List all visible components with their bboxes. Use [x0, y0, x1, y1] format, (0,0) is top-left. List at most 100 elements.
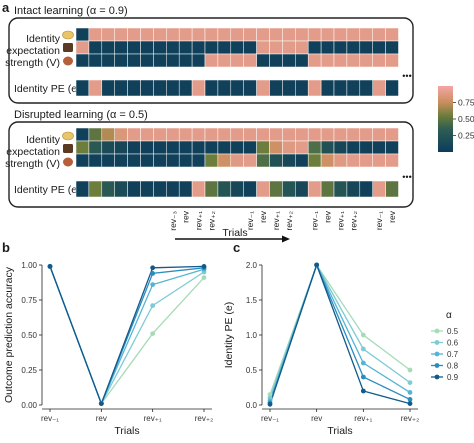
chart-b-y-tick-label: 0.00 — [21, 401, 37, 410]
disrupted-v-cell — [295, 140, 309, 155]
intact-expectation-label-3: strength (V) — [5, 57, 60, 69]
rev-label: rev₋₁ — [310, 211, 320, 230]
intact-v-cell — [153, 53, 167, 68]
disrupted-expectation-label-1: Identity — [26, 134, 61, 146]
disrupted-v-cell — [166, 153, 180, 168]
intact-expectation-label-1: Identity — [26, 33, 61, 45]
intact-pe-cell — [101, 79, 115, 97]
intact-v-cell — [269, 27, 283, 42]
disrupted-v-cell — [346, 153, 361, 168]
disrupted-v-cell — [153, 140, 167, 155]
intact-pe-cell — [320, 79, 335, 97]
intact-v-cell — [359, 27, 373, 42]
intact-food-icons — [62, 30, 74, 66]
intact-v-cell — [333, 27, 348, 42]
legend-swatch-dot — [434, 328, 440, 334]
disrupted-box — [8, 121, 414, 208]
legend-label: 0.5 — [447, 327, 459, 336]
disrupted-pe-cell — [101, 180, 115, 198]
intact-v-cell — [385, 53, 399, 68]
disrupted-v-cell — [346, 127, 361, 142]
intact-v-cell — [346, 27, 361, 42]
intact-pe-cell — [127, 79, 141, 97]
chart-c-data-point — [267, 392, 273, 397]
intact-v-cell — [166, 40, 180, 55]
disrupted-title: Disrupted learning (α = 0.5) — [14, 109, 148, 121]
chart-b-x-tick-label: rev₋₁ — [41, 414, 59, 423]
legend-c: α 0.5 0.6 0.7 0.8 0.9 — [431, 310, 459, 382]
chart-b-x-tick-label: rev — [96, 414, 107, 423]
chart-b-y-tick-label: 1.00 — [21, 261, 37, 270]
disrupted-v-cell — [114, 140, 128, 155]
intact-title: Intact learning (α = 0.9) — [14, 5, 128, 17]
panel-a-letter: a — [2, 0, 10, 15]
chart-b-y-label: Outcome prediction accuracy — [3, 266, 15, 403]
disrupted-food-icons — [62, 131, 74, 167]
disrupted-v-cell — [320, 140, 335, 155]
disrupted-ellipsis: ••• — [402, 172, 411, 182]
chart-c-x-tick-label: rev₋₁ — [261, 414, 279, 423]
chart-c-data-point — [360, 346, 366, 352]
disrupted-expectation-label-3: strength (V) — [5, 158, 60, 170]
chart-c-data-point — [407, 380, 413, 385]
disrupted-v-cell — [140, 140, 154, 155]
chart-c-x-label: Trials — [327, 425, 352, 437]
chart-b-data-point — [47, 264, 53, 269]
trials-label-a: Trials — [222, 227, 247, 239]
rev-label: rev — [258, 210, 268, 223]
intact-v-cell — [101, 27, 115, 42]
intact-v-cell — [243, 40, 257, 55]
intact-v-cell — [320, 53, 335, 68]
disrupted-v-cell — [359, 140, 373, 155]
disrupted-v-cell — [385, 153, 399, 168]
disrupted-v-cell — [256, 127, 270, 142]
chart-c-data-point — [407, 390, 413, 395]
colorbar-gradient — [438, 86, 453, 152]
disrupted-v-cell — [101, 127, 115, 142]
disrupted-pe-cell — [191, 180, 206, 198]
disrupted-pe-cell — [256, 180, 270, 198]
disrupted-v-cell — [75, 153, 90, 168]
intact-v-cell — [88, 53, 103, 68]
colorbar-tick-label: 0.25 — [458, 131, 474, 141]
disrupted-pe-cell — [153, 180, 167, 198]
chart-c-data-point — [267, 401, 273, 407]
disrupted-v-cell — [178, 153, 193, 168]
disrupted-pe-cell — [166, 180, 180, 198]
chart-c-series-line — [269, 263, 411, 399]
intact-v-cell — [217, 53, 232, 68]
disrupted-v-cell — [191, 153, 206, 168]
legend-swatch-dot — [434, 340, 440, 345]
intact-v-cell — [256, 27, 270, 42]
intact-v-cell — [320, 27, 335, 42]
intact-v-cell — [178, 40, 193, 55]
disrupted-pe-cell — [269, 180, 283, 198]
intact-v-cell — [75, 53, 90, 68]
intact-v-cell — [204, 40, 219, 55]
disrupted-v-cell — [178, 140, 193, 155]
disrupted-v-cell — [127, 127, 141, 142]
disrupted-v-cell — [320, 127, 335, 142]
rev-label: rev — [181, 210, 191, 223]
intact-v-cell — [153, 40, 167, 55]
disrupted-v-cell — [333, 140, 348, 155]
disrupted-v-cell — [359, 127, 373, 142]
disrupted-v-cell — [101, 153, 115, 168]
disrupted-pe-label: Identity PE (e) — [14, 184, 81, 196]
disrupted-v-cell — [269, 153, 283, 168]
disrupted-pe-cell — [359, 180, 373, 198]
rev-label: rev₋₁ — [374, 211, 384, 230]
intact-ellipsis: ••• — [402, 71, 411, 81]
disrupted-v-cell — [269, 140, 283, 155]
intact-v-cell — [256, 40, 270, 55]
intact-v-cell — [178, 27, 193, 42]
disrupted-pe-cell — [178, 180, 193, 198]
intact-v-cell — [372, 27, 386, 42]
disrupted-v-cell — [230, 153, 244, 168]
intact-pe-cell — [140, 79, 154, 97]
intact-v-cell — [88, 40, 103, 55]
intact-v-cell — [191, 53, 206, 68]
trials-arrow-head-icon — [282, 235, 290, 243]
disrupted-v-cell — [114, 127, 128, 142]
